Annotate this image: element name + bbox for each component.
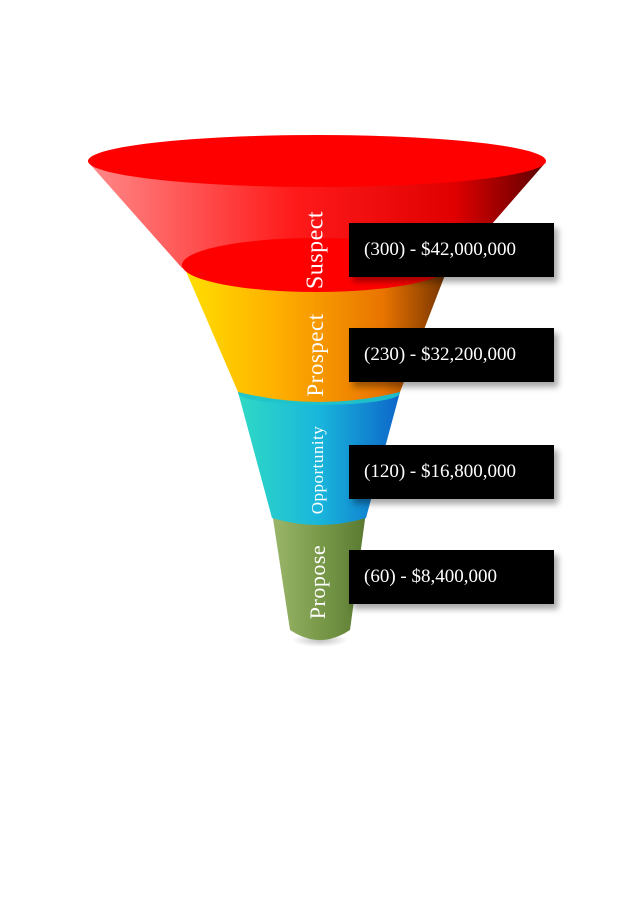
value-label: (120) - $16,800,000 [364, 461, 516, 482]
funnel-top-rim [88, 135, 546, 187]
value-box-suspect: (300) - $42,000,000 [349, 223, 554, 277]
value-box-opportunity: (120) - $16,800,000 [349, 445, 554, 499]
value-box-propose: (60) - $8,400,000 [349, 550, 554, 604]
value-box-prospect: (230) - $32,200,000 [349, 328, 554, 382]
stage-label-prospect: Prospect [303, 313, 328, 397]
value-label: (60) - $8,400,000 [364, 566, 497, 587]
stage-label-opportunity: Opportunity [308, 425, 327, 515]
value-label: (300) - $42,000,000 [364, 239, 516, 260]
stage-label-suspect: Suspect [302, 210, 329, 290]
stage-label-propose: Propose [305, 544, 330, 620]
value-label: (230) - $32,200,000 [364, 344, 516, 365]
funnel-segment-propose [272, 512, 366, 640]
